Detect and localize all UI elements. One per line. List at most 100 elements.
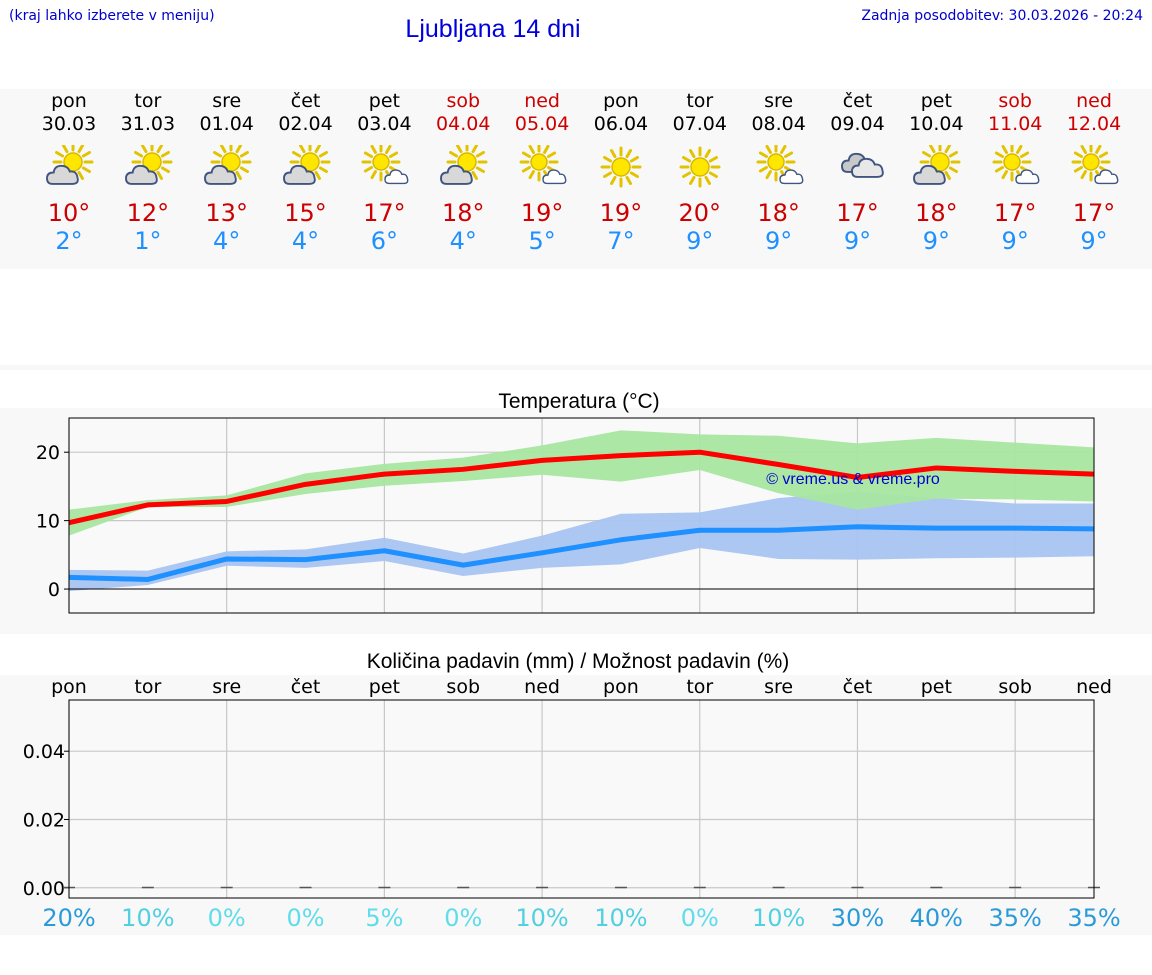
precip-chart-title: Količina padavin (mm) / Možnost padavin … (367, 650, 790, 673)
precip-ytick-label: 0.02 (23, 809, 65, 831)
precip-probability-label: 40% (910, 904, 963, 932)
precip-day-label: ned (524, 676, 560, 698)
temp-min: 4° (213, 227, 241, 255)
temp-max: 15° (284, 199, 327, 227)
day-column: sre 01.04 13° 4° (187, 89, 267, 255)
day-column: sre 08.04 18° 9° (739, 89, 819, 255)
precip-probability-label: 35% (988, 904, 1041, 932)
day-date: 30.03 (41, 113, 97, 135)
temperature-chart-title: Temperatura (°C) (498, 390, 659, 413)
day-name: sob (998, 90, 1032, 112)
temp-min: 9° (922, 227, 950, 255)
precip-probability-label: 20% (42, 904, 95, 932)
day-column: pet 10.04 18° 9° (896, 89, 976, 255)
clouds-icon (828, 145, 888, 189)
day-date: 04.04 (436, 113, 491, 135)
watermark-text: © vreme.us & vreme.pro (766, 471, 940, 488)
precip-probability-label: 5% (365, 904, 403, 932)
precip-bar (614, 886, 627, 889)
precip-frame (68, 699, 1095, 899)
precip-ytick-label: 0.00 (23, 878, 65, 900)
day-date: 06.04 (593, 113, 649, 135)
temp-max: 18° (441, 199, 485, 227)
sun-small-cloud-icon (1064, 142, 1124, 189)
precip-day-label: tor (134, 676, 161, 698)
sun-cloud-gray-icon (433, 141, 493, 189)
precip-probability-label: 30% (831, 904, 884, 932)
day-column: pet 03.04 17° 6° (344, 89, 424, 255)
day-name: čet (842, 90, 873, 112)
precip-probability-label: 0% (208, 904, 246, 932)
precip-day-label: čet (843, 676, 873, 698)
precip-bar (220, 886, 233, 889)
precip-bar (693, 886, 706, 889)
temp-max: 10° (47, 199, 91, 227)
precip-bar (1009, 886, 1022, 889)
precip-day-label: tor (686, 676, 713, 698)
day-column: tor 31.03 12° 1° (108, 89, 188, 255)
temp-max: 17° (836, 199, 879, 227)
precip-bar (851, 886, 864, 889)
precip-day-label: sob (446, 676, 480, 698)
day-column: tor 07.04 20° 9° (660, 89, 740, 255)
day-date: 09.04 (830, 113, 885, 135)
precip-bar (378, 886, 391, 889)
forecast-band (0, 89, 1152, 269)
precip-probability-label: 0% (681, 904, 719, 932)
temp-ytick-label: 0 (48, 579, 60, 601)
temp-min: 7° (607, 227, 635, 255)
page-title-text: Ljubljana 14 dni (405, 15, 581, 43)
precip-bar (930, 886, 943, 889)
temp-max: 17° (993, 199, 1037, 227)
temp-max: 18° (915, 199, 958, 227)
precip-day-label: sre (212, 676, 241, 698)
sun-icon (670, 145, 730, 189)
precip-bar (536, 886, 549, 889)
precip-day-label: pon (51, 676, 87, 698)
precip-probability-label: 0% (286, 904, 324, 932)
day-column: ned 12.04 17° 9° (1054, 89, 1134, 255)
day-name: pon (603, 90, 639, 112)
page-title: Ljubljana 14 dni (0, 15, 1152, 44)
day-name: sob (446, 90, 481, 112)
precip-day-label: pet (369, 676, 400, 698)
day-name: sre (212, 90, 242, 112)
precip-day-label: sre (764, 676, 793, 698)
day-date: 10.04 (909, 113, 964, 135)
precip-day-label: pon (603, 676, 639, 698)
day-date: 02.04 (278, 113, 333, 135)
day-name: ned (1076, 90, 1112, 112)
temp-min: 9° (843, 227, 872, 255)
temp-ytick-label: 20 (36, 442, 60, 464)
separator-band (0, 365, 1152, 370)
day-name: pet (920, 90, 952, 112)
precip-probability-label: 10% (515, 904, 568, 932)
day-name: pet (368, 90, 400, 112)
day-date: 11.04 (987, 113, 1043, 135)
max-temp-line (68, 449, 1095, 526)
temp-ytick-label: 10 (36, 511, 60, 533)
min-temp-range-band (69, 491, 1094, 592)
temp-min: 4° (291, 227, 320, 255)
precip-day-label: čet (291, 676, 321, 698)
sun-icon (591, 145, 651, 189)
temp-min: 1° (134, 227, 162, 255)
temp-min: 2° (55, 227, 83, 255)
precip-day-label: pet (921, 676, 952, 698)
sun-cloud-gray-icon (276, 141, 336, 189)
temp-max: 18° (757, 199, 800, 227)
precip-bar (772, 886, 785, 889)
day-column: sob 11.04 17° 9° (975, 89, 1055, 255)
min-temp-line (68, 524, 1095, 582)
temp-min: 9° (1001, 227, 1029, 255)
day-name: čet (290, 90, 321, 112)
temperature-frame (68, 417, 1095, 614)
location-hint: (kraj lahko izberete v meniju) (9, 8, 215, 24)
precip-probability-label: 35% (1067, 904, 1120, 932)
precip-ytick-label: 0.04 (23, 741, 65, 763)
day-column: čet 02.04 15° 4° (266, 89, 346, 255)
max-temp-range-band (69, 430, 1094, 536)
day-date: 05.04 (514, 113, 570, 135)
precip-probability-label: 10% (752, 904, 805, 932)
precip-bar (141, 886, 154, 889)
